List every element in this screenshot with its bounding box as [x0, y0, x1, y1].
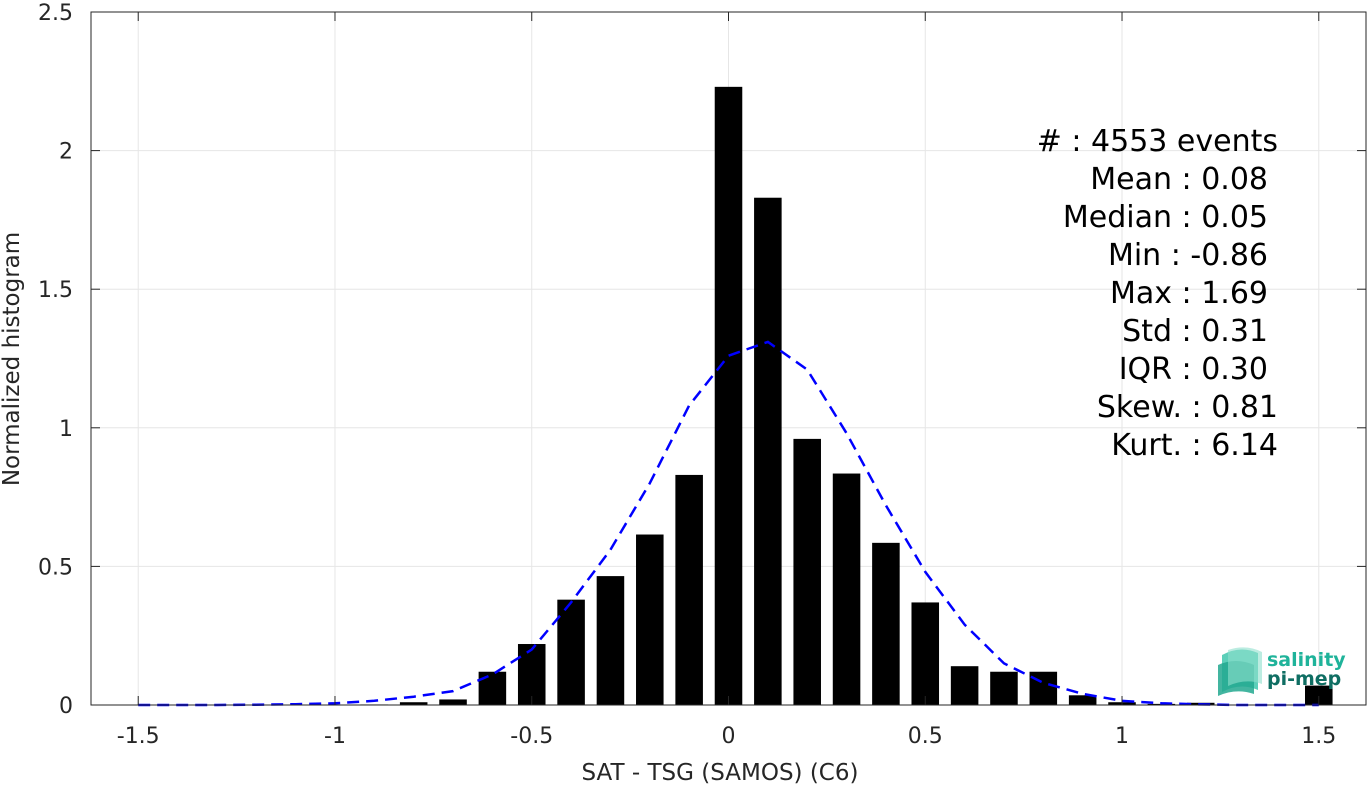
- histogram-bar: [596, 576, 625, 705]
- x-tick-label: 1: [1115, 724, 1129, 749]
- y-tick-label: 0.5: [38, 555, 73, 580]
- stat-line: Kurt. : 6.14: [1111, 428, 1278, 463]
- y-tick-label: 1.5: [38, 278, 73, 303]
- logo-text-salinity: salinity: [1267, 649, 1346, 671]
- histogram-bar: [911, 602, 940, 705]
- x-tick-label: 0: [722, 724, 736, 749]
- histogram-bar: [1305, 685, 1333, 705]
- histogram-bar: [1068, 695, 1097, 705]
- histogram-bar: [439, 699, 467, 705]
- histogram-bar: [675, 474, 703, 705]
- x-tick-label: 0.5: [908, 724, 943, 749]
- y-tick-label: 1: [59, 417, 73, 442]
- stat-line: Max : 1.69: [1110, 276, 1268, 311]
- stat-line: Std : 0.31: [1122, 314, 1268, 349]
- histogram-bar: [517, 644, 546, 705]
- x-tick-labels: -1.5 -1 -0.5 0 0.5 1 1.5: [117, 724, 1337, 749]
- x-axis-label: SAT - TSG (SAMOS) (C6): [582, 760, 859, 785]
- histogram-bar: [990, 671, 1018, 705]
- histogram-bars: [360, 86, 1333, 706]
- histogram-bar: [714, 86, 743, 706]
- logo-text-pi-mep: pi-mep: [1267, 668, 1341, 690]
- histogram-bar: [557, 599, 585, 705]
- y-tick-label: 0: [59, 694, 73, 719]
- x-tick-label: -1.5: [117, 724, 160, 749]
- x-tick-label: -1: [324, 724, 346, 749]
- histogram-bar: [636, 534, 664, 705]
- salinity-pi-mep-logo: salinity pi-mep: [1218, 647, 1346, 696]
- y-axis-label: Normalized histogram: [0, 232, 25, 486]
- stat-line: Median : 0.05: [1063, 200, 1268, 235]
- stat-line: Min : -0.86: [1108, 238, 1268, 273]
- histogram-bar: [950, 666, 979, 705]
- stat-line: IQR : 0.30: [1119, 352, 1268, 387]
- stat-line: # : 4553 events: [1037, 124, 1278, 159]
- x-tick-label: -0.5: [510, 724, 553, 749]
- histogram-bar: [832, 473, 861, 705]
- y-tick-label: 2.5: [38, 1, 73, 26]
- histogram-bar: [478, 671, 507, 705]
- axis-ticks: [91, 11, 1366, 706]
- y-tick-label: 2: [59, 140, 73, 165]
- stat-line: Mean : 0.08: [1090, 162, 1268, 197]
- histogram-bar: [399, 702, 428, 705]
- x-tick-label: 1.5: [1301, 724, 1336, 749]
- waves-icon: [1218, 647, 1262, 696]
- histogram-bar: [793, 438, 821, 705]
- histogram-bar: [754, 197, 782, 705]
- stat-line: Skew. : 0.81: [1097, 390, 1278, 425]
- histogram-bar: [872, 542, 900, 705]
- y-tick-labels: 0 0.5 1 1.5 2 2.5: [38, 1, 73, 719]
